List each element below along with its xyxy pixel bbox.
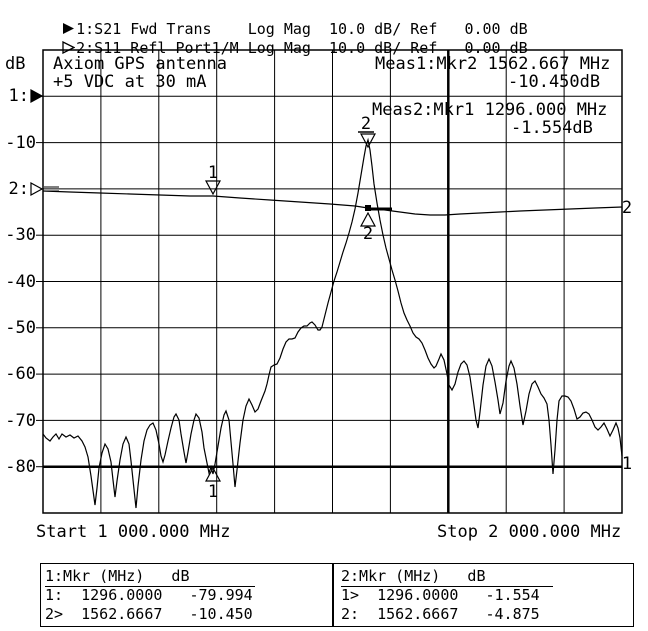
y-axis-label: -10 [5,133,36,153]
meas2-readout-line2: -1.554dB [511,118,593,138]
marker-1-trace1-triangle-icon [204,466,222,482]
chart-title-line1: Axiom GPS antenna [53,54,227,74]
y-axis-label: -40 [5,272,36,292]
trace2-settings-line: 2:S11 Refl Port1/M Log Mag 10.0 dB/ Ref … [26,26,528,72]
marker-dot [365,205,371,211]
marker-2-trace2-label: 2 [363,224,373,244]
trace1-settings-text: 1:S21 Fwd Trans Log Mag 10.0 dB/ Ref 0.0… [76,20,528,38]
chart-title-line2: +5 VDC at 30 mA [53,72,207,92]
x-axis-start-label: Start 1 000.000 MHz [36,522,231,542]
marker-2-trace1-label: 2 [361,114,371,134]
x-axis-stop-label: Stop 2 000.000 MHz [437,522,622,542]
meas1-readout-line2: -10.450dB [508,72,601,92]
meas2-readout-line1: Meas2:Mkr1 1296.000 MHz [372,100,608,120]
filled-right-triangle-icon [62,22,75,38]
filled-ref-arrow-icon [30,88,44,104]
marker-table-trace1-header: 1:Mkr (MHz) dB [45,567,255,587]
hollow-ref-arrow-icon [30,181,44,197]
y-axis-label: -30 [5,225,36,245]
table-row: 1> 1296.0000 -1.554 [341,586,540,604]
meas1-readout-line1: Meas1:Mkr2 1562.667 MHz [375,54,611,74]
marker-1-trace2-label: 1 [208,163,218,183]
marker-table-divider [332,564,334,626]
y-axis-label: 2: [8,179,29,199]
y-axis-label: -50 [5,318,36,338]
marker-table-trace2-header: 2:Mkr (MHz) dB [341,567,553,587]
y-axis-label: -80 [5,457,36,477]
marker-1-trace2-triangle-icon [204,180,222,196]
marker-table-box: 1:Mkr (MHz) dB 1: 1296.0000 -79.994 2> 1… [40,563,634,627]
trace-s21 [42,137,623,509]
trace1-settings-line: 1:S21 Fwd Trans Log Mag 10.0 dB/ Ref 0.0… [26,7,528,53]
table-row: 1: 1296.0000 -79.994 [45,586,253,604]
marker-2-trace1-triangle-icon [359,133,377,149]
trace-end-label: 1 [622,454,632,474]
y-axis-label: dB [5,54,26,74]
marker-2-trace2-triangle-icon [359,211,377,227]
y-axis-label: 1: [8,86,29,106]
trace-end-label: 2 [622,198,632,218]
table-row: 2> 1562.6667 -10.450 [45,605,253,623]
y-axis-label: -60 [5,364,36,384]
y-axis-label: -70 [5,411,36,431]
marker-1-trace1-label: 1 [208,482,218,502]
trace2-settings-text: 2:S11 Refl Port1/M Log Mag 10.0 dB/ Ref … [76,39,528,57]
table-row: 2: 1562.6667 -4.875 [341,605,540,623]
chart-frame [42,49,623,514]
